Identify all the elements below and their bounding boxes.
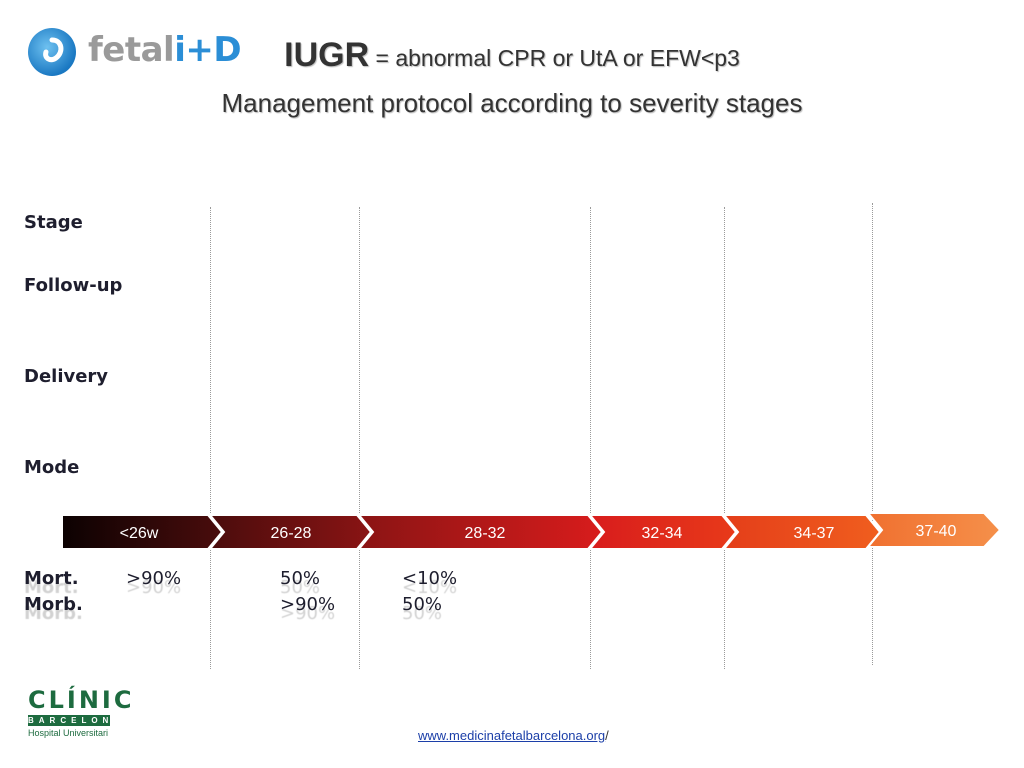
- clinic-barcelona-logo: CLÍNIC BARCELONA Hospital Universitari: [28, 686, 135, 738]
- page-title: IUGR = abnormal CPR or UtA or EFW<p3: [0, 36, 1024, 75]
- stage-label-5: 37-40: [916, 523, 957, 540]
- stage-arrow-4: [721, 514, 882, 550]
- mortality-label: Mort.: [24, 568, 79, 589]
- clinic-subtitle: Hospital Universitari: [28, 728, 109, 738]
- column-divider: [210, 207, 211, 669]
- website-link[interactable]: www.medicinafetalbarcelona.org: [418, 728, 606, 743]
- morbidity-label: Morb.: [24, 594, 83, 615]
- fetal-logo-icon: [28, 28, 76, 76]
- column-divider: [359, 207, 360, 669]
- column-divider: [872, 203, 873, 665]
- stage-arrow-2: [356, 514, 604, 550]
- morbidity-value-28-32: 50%: [402, 594, 443, 615]
- page-subtitle: Management protocol according to severit…: [221, 88, 803, 118]
- clinic-city: BARCELONA: [28, 715, 125, 726]
- footer: www.medicinafetalbarcelona.org/: [418, 728, 609, 743]
- column-divider: [724, 207, 725, 669]
- column-divider: [590, 207, 591, 669]
- stage-arrow-1: [207, 514, 373, 550]
- stage-label-4: 34-37: [794, 525, 835, 542]
- stage-arrow-timeline: <26w 26-28 28-32 32-34 34-37 37-40: [61, 512, 1002, 550]
- website-link-suffix: /: [605, 728, 609, 743]
- row-label-followup: Follow-up: [24, 275, 123, 296]
- title-bold: IUGR: [284, 36, 370, 74]
- stage-arrow-3: [587, 514, 738, 550]
- mortality-value-28-32: <10%: [402, 568, 458, 589]
- stage-label-1: 26-28: [271, 525, 312, 542]
- stage-label-3: 32-34: [642, 525, 683, 542]
- row-label-stage: Stage: [24, 212, 83, 233]
- clinic-name: CLÍNIC: [28, 686, 135, 714]
- mortality-value-26w: >90%: [126, 568, 182, 589]
- title-rest: = abnormal CPR or UtA or EFW<p3: [369, 45, 740, 71]
- stage-arrow-5: [865, 512, 1002, 548]
- stage-label-0: <26w: [120, 525, 159, 542]
- morbidity-value-26-28: >90%: [280, 594, 336, 615]
- stage-arrow-0: [61, 514, 224, 550]
- row-label-delivery: Delivery: [24, 366, 109, 387]
- mortality-value-26-28: 50%: [280, 568, 321, 589]
- row-label-mode: Mode: [24, 457, 80, 478]
- logo-text: fetali+D: [88, 30, 242, 70]
- fetal-id-logo: fetali+D: [26, 26, 242, 78]
- stage-label-2: 28-32: [465, 525, 506, 542]
